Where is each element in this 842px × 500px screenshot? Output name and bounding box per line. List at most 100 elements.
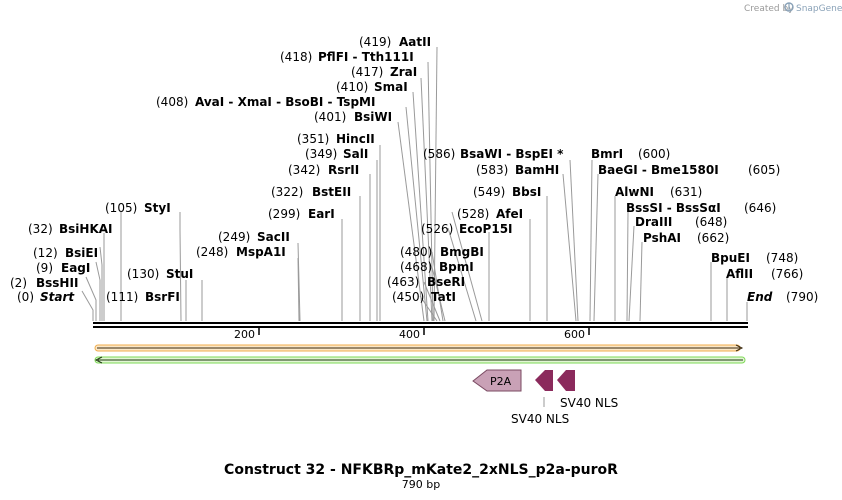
line-draiii (628, 225, 635, 322)
line-bmgbi (431, 251, 444, 322)
line-bsssi (626, 211, 629, 322)
site-bsshii-name: BssHII (36, 276, 78, 290)
site-stui[interactable]: (130) StuI (127, 267, 193, 281)
site-styi-position: (105) (105, 201, 137, 215)
site-bmgbi-position: (480) (400, 245, 432, 259)
site-bsssi-name: BssSI - BssSαI (626, 201, 721, 215)
line-eagi (95, 261, 101, 321)
line-bamhi (562, 173, 577, 322)
site-bpuei[interactable]: (748) BpuEI (711, 251, 798, 265)
site-ecop15i[interactable]: (526) EcoP15I (421, 222, 513, 236)
site-styi[interactable]: (105) StyI (105, 201, 171, 215)
site-styi-name: StyI (144, 201, 171, 215)
site-pflfi-position: (418) (280, 50, 312, 64)
site-hincii-position: (351) (297, 132, 329, 146)
site-eagi-name: EagI (61, 261, 90, 275)
site-bsshii[interactable]: (2) BssHII (10, 276, 78, 290)
feature-p2a[interactable]: P2A (472, 369, 522, 392)
site-bamhi-name: BamHI (515, 163, 559, 177)
site-bpuei-name: BpuEI (711, 251, 750, 265)
site-bsrfi[interactable]: (111) BsrFI (106, 290, 180, 304)
svg-text:600: 600 (564, 328, 585, 341)
orange-feature-arrow[interactable] (94, 344, 744, 352)
site-end-position: (790) (786, 290, 818, 304)
site-zrai[interactable]: (417) ZraI (351, 65, 417, 79)
site-eagi-position: (9) (36, 261, 53, 275)
line-bsiwi (397, 121, 425, 322)
green-feature-arrow[interactable] (94, 356, 746, 364)
site-avai[interactable]: (408) AvaI - XmaI - BsoBI - TspMI (156, 95, 375, 109)
site-bsawi[interactable]: (586) BsaWI - BspEI * (423, 147, 564, 161)
line-bsshii (85, 276, 97, 321)
site-sali-name: SalI (343, 147, 368, 161)
site-end-name: End (747, 290, 773, 304)
site-bsshii-position: (2) (10, 276, 27, 290)
site-draiii-position: (648) (695, 215, 727, 229)
site-pshai-position: (662) (697, 231, 729, 245)
site-bpmi-position: (468) (400, 260, 432, 274)
site-bmri[interactable]: (600) BmrI (591, 147, 670, 161)
site-pflfi[interactable]: (418) PflFI - Tth111I (280, 50, 414, 64)
tick-400: 400 (399, 328, 425, 341)
line-avai (405, 106, 428, 322)
site-bsiwi[interactable]: (401) BsiWI (314, 110, 392, 124)
site-bsawi-position: (586) (423, 147, 455, 161)
line-bseri (423, 281, 441, 322)
line-bsawi (569, 159, 579, 322)
site-bsssi-position: (646) (744, 201, 776, 215)
site-aflii-name: AflII (726, 267, 753, 281)
site-bamhi-position: (583) (476, 163, 508, 177)
site-sacii[interactable]: (249) SacII (218, 230, 290, 244)
site-eagi[interactable]: (9) EagI (36, 261, 90, 275)
credit-brand: SnapGene (796, 4, 842, 14)
site-afei[interactable]: (528) AfeI (457, 207, 523, 221)
site-sacii-position: (249) (218, 230, 250, 244)
site-draiii[interactable]: (648) DraIII (635, 215, 727, 229)
site-smai-position: (410) (336, 80, 368, 94)
dna-strand-top (93, 322, 748, 324)
site-bsiwi-name: BsiWI (354, 110, 392, 124)
site-bsihkai[interactable]: (32) BsiHKAI (28, 222, 113, 236)
site-aatii[interactable]: (419) AatII (359, 35, 431, 49)
line-sacii (297, 242, 301, 322)
line-pshai (639, 241, 643, 322)
site-ecop15i-position: (526) (421, 222, 453, 236)
site-eari[interactable]: (299) EarI (268, 207, 335, 221)
site-smai[interactable]: (410) SmaI (336, 80, 408, 94)
line-bsiei (99, 246, 103, 321)
site-bpmi[interactable]: (468) BpmI (400, 260, 474, 274)
site-sali[interactable]: (349) SalI (305, 147, 368, 161)
site-start-name: Start (40, 290, 75, 304)
site-mspa1i-position: (248) (196, 245, 228, 259)
site-smai-name: SmaI (374, 80, 408, 94)
site-tati[interactable]: (450) TatI (392, 290, 456, 304)
site-ecop15i-name: EcoP15I (459, 222, 513, 236)
svg-text:400: 400 (399, 328, 420, 341)
site-rsrii[interactable]: (342) RsrII (288, 163, 359, 177)
feature-sv40-nls-2[interactable]: SV40 NLS (557, 370, 618, 410)
site-aflii[interactable]: (766) AflII (726, 267, 803, 281)
site-end[interactable]: (790) End (747, 290, 818, 304)
site-bsteii-name: BstEII (312, 185, 351, 199)
site-draiii-name: DraIII (635, 215, 672, 229)
site-baegi[interactable]: (605) BaeGI - Bme1580I (598, 163, 780, 177)
site-bseri[interactable]: (463) BseRI (387, 275, 465, 289)
site-bsiei[interactable]: (12) BsiEI (33, 246, 98, 260)
site-bseri-name: BseRI (427, 275, 465, 289)
site-bbsi[interactable]: (549) BbsI (473, 185, 541, 199)
site-start[interactable]: (0) Start (17, 290, 75, 304)
feature-sv40-nls-1[interactable]: SV40 NLS (511, 370, 569, 426)
site-bsssi[interactable]: (646) BssSI - BssSαI (626, 201, 776, 215)
line-bmri (589, 159, 593, 322)
site-bsteii[interactable]: (322) BstEII (271, 185, 351, 199)
site-mspa1i[interactable]: (248) MspA1I (196, 245, 286, 259)
site-aatii-name: AatII (399, 35, 431, 49)
site-bamhi[interactable]: (583) BamHI (476, 163, 559, 177)
site-bmri-position: (600) (638, 147, 670, 161)
site-bmgbi[interactable]: (480) BmgBI (400, 245, 484, 259)
site-pshai[interactable]: (662) PshAI (643, 231, 729, 245)
site-alwni[interactable]: (631) AlwNI (615, 185, 702, 199)
site-bsiei-name: BsiEI (65, 246, 98, 260)
site-hincii[interactable]: (351) HincII (297, 132, 375, 146)
